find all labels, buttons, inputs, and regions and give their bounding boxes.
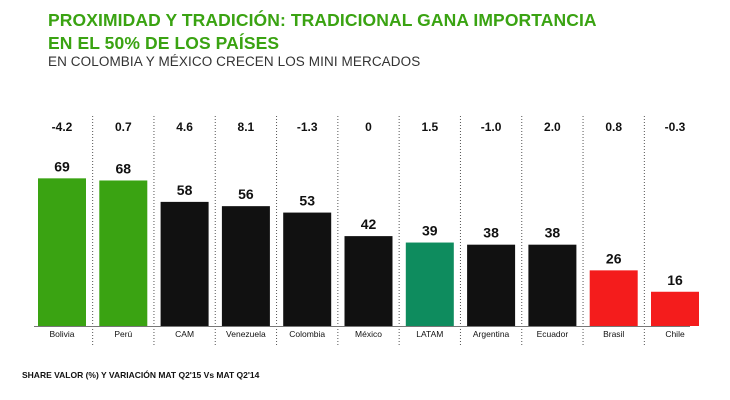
bar-cam (160, 201, 209, 326)
value-label: 68 (116, 160, 132, 176)
chart-subtitle: EN COLOMBIA Y MÉXICO CRECEN LOS MINI MER… (48, 54, 421, 69)
bar-argentina (467, 244, 516, 326)
variation-label: 0 (365, 120, 372, 134)
value-label: 42 (361, 216, 377, 232)
variation-label: -1.3 (297, 120, 318, 134)
variation-label: 0.8 (605, 120, 622, 134)
bar-venezuela (221, 206, 270, 326)
variation-label: 1.5 (421, 120, 438, 134)
value-label: 16 (667, 272, 683, 288)
value-label: 69 (54, 158, 70, 174)
chart-footnote: SHARE VALOR (%) Y VARIACIÓN MAT Q2'15 Vs… (22, 370, 260, 380)
value-label: 38 (545, 225, 561, 241)
title-line-2: EN EL 50% DE LOS PAÍSES (48, 33, 280, 53)
category-label: Chile (665, 329, 685, 339)
category-label: Venezuela (226, 329, 266, 339)
value-label: 26 (606, 250, 622, 266)
value-label: 56 (238, 186, 254, 202)
variation-label: -0.3 (665, 120, 686, 134)
bar-chile (651, 291, 699, 326)
title-line-1: PROXIMIDAD Y TRADICIÓN: TRADICIONAL GANA… (48, 10, 597, 30)
variation-label: 0.7 (115, 120, 132, 134)
category-label: CAM (175, 329, 194, 339)
category-label: Argentina (473, 329, 510, 339)
variation-label: 2.0 (544, 120, 561, 134)
bar-colombia (283, 212, 332, 326)
value-label: 53 (299, 193, 315, 209)
category-label: Brasil (603, 329, 624, 339)
bar-méxico (344, 236, 393, 326)
value-label: 39 (422, 223, 438, 239)
variation-label: 4.6 (176, 120, 193, 134)
category-label: Ecuador (537, 329, 569, 339)
bar-ecuador (528, 244, 577, 326)
variation-label: -1.0 (481, 120, 502, 134)
category-label: Colombia (289, 329, 325, 339)
value-label: 38 (483, 225, 499, 241)
bar-latam (405, 242, 454, 326)
variation-label: -4.2 (52, 120, 73, 134)
bar-brasil (589, 270, 638, 326)
category-label: Perú (114, 329, 132, 339)
category-label: LATAM (416, 329, 443, 339)
bar-bolivia (38, 178, 86, 326)
variation-label: 8.1 (238, 120, 255, 134)
bar-perú (99, 180, 148, 326)
category-label: Bolivia (49, 329, 74, 339)
category-label: México (355, 329, 382, 339)
chart-title: PROXIMIDAD Y TRADICIÓN: TRADICIONAL GANA… (48, 9, 597, 55)
value-label: 58 (177, 182, 193, 198)
